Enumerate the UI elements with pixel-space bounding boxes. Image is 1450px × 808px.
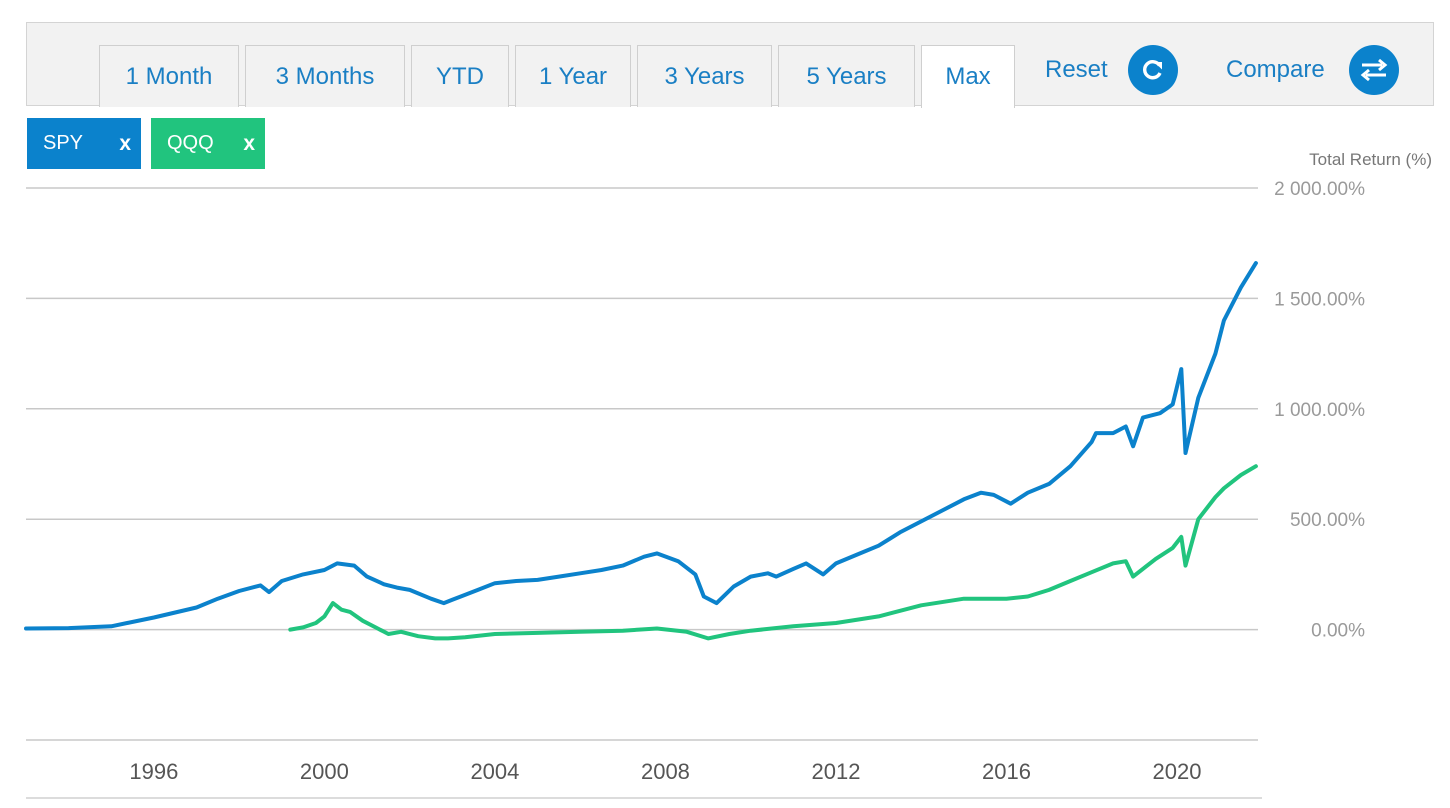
compare-label: Compare <box>1226 56 1325 83</box>
y-tick-label: 0.00% <box>1311 621 1365 642</box>
x-tick-label: 2000 <box>300 759 349 784</box>
y-axis-label: Total Return (%) <box>1309 150 1432 169</box>
reset-label: Reset <box>1045 56 1108 83</box>
ticker-chip-label: QQQ <box>167 132 214 154</box>
reset-button[interactable]: Reset <box>1045 45 1178 95</box>
series-line-qqq <box>288 464 1258 641</box>
ticker-chip-spy: SPY x <box>27 118 141 169</box>
tab-1-year[interactable]: 1 Year <box>515 45 631 107</box>
range-toolbar: 1 Month 3 Months YTD 1 Year 3 Years 5 Ye… <box>26 22 1434 108</box>
x-tick-label: 1996 <box>129 759 178 784</box>
remove-ticker-button[interactable]: x <box>243 131 255 155</box>
x-tick-label: 2020 <box>1153 759 1202 784</box>
tab-max[interactable]: Max <box>921 45 1015 108</box>
y-tick-label: 1 500.00% <box>1274 289 1365 310</box>
y-tick-label: 2 000.00% <box>1274 179 1365 200</box>
swap-arrows-icon <box>1348 45 1399 95</box>
tab-3-years[interactable]: 3 Years <box>637 45 772 107</box>
refresh-icon <box>1127 45 1178 95</box>
tab-1-month[interactable]: 1 Month <box>99 45 239 107</box>
ticker-chip-label: SPY <box>43 132 84 154</box>
tab-3-months[interactable]: 3 Months <box>245 45 405 107</box>
x-tick-label: 2004 <box>470 759 519 784</box>
tab-ytd[interactable]: YTD <box>411 45 509 107</box>
series-line-spy <box>24 261 1258 631</box>
ticker-chip-qqq: QQQ x <box>151 118 265 169</box>
x-tick-label: 2012 <box>811 759 860 784</box>
compare-button[interactable]: Compare <box>1226 45 1399 95</box>
x-tick-label: 2016 <box>982 759 1031 784</box>
y-tick-label: 500.00% <box>1290 510 1365 531</box>
remove-ticker-button[interactable]: x <box>119 131 131 155</box>
tab-5-years[interactable]: 5 Years <box>778 45 915 107</box>
x-tick-label: 2008 <box>641 759 690 784</box>
y-tick-label: 1 000.00% <box>1274 400 1365 421</box>
